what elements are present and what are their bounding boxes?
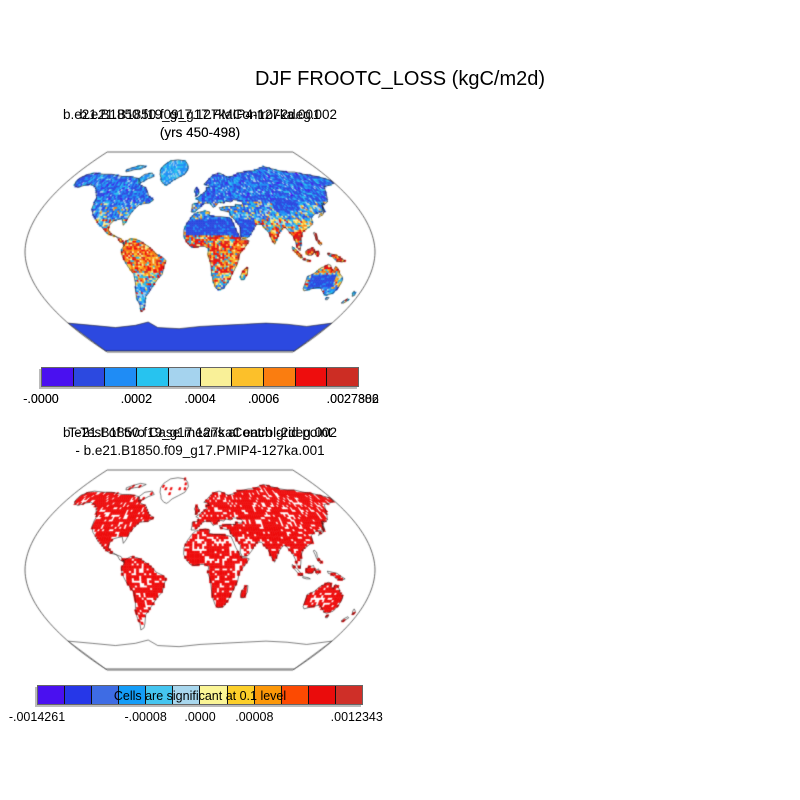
panel-ttest: T-Test of two Case means at each grid po… <box>0 424 400 703</box>
colorbar-tick-label: .0002 <box>120 392 153 406</box>
colorbar-swatch <box>72 368 105 386</box>
panel-case1-title-line1: b.e21.B1850.f19_g17.127kaControl-2deg.00… <box>63 107 337 122</box>
colorbar-swatch <box>231 368 263 386</box>
colorbar-swatch <box>307 686 335 704</box>
colorbar-tick-label: -.0000 <box>23 392 59 406</box>
colorbar-swatch <box>199 368 232 386</box>
colorbar-swatch <box>262 368 295 386</box>
colorbar-swatch <box>145 686 173 704</box>
colorbar-tick-label: .0004 <box>184 392 216 406</box>
colorbar-difference: -.0014261 -.00008 .0000 .00008 .0012343 <box>9 685 383 729</box>
colorbar-swatches <box>41 367 359 387</box>
panel-difference-title-line2: - b.e21.B1850.f09_g17.PMIP4-127ka.001 <box>75 443 325 458</box>
figure-title: DJF FROOTC_LOSS (kgC/m2d) <box>254 68 546 90</box>
colorbar-swatch <box>42 368 73 386</box>
colorbar-tick-label: .0027886 <box>326 392 379 406</box>
colorbar-swatch <box>199 686 227 704</box>
world-map-case2 <box>22 149 378 355</box>
colorbar-swatch <box>280 686 308 704</box>
panel-ttest-title-line2 <box>0 442 400 460</box>
colorbar-tick-label: -.0000 <box>23 392 59 406</box>
colorbar-swatch <box>334 686 362 704</box>
colorbar-tick-label: .0002 <box>120 392 153 406</box>
panel-difference-title-line1: b.e21.B1850.f19_g17.127kaControl-2deg.00… <box>63 425 337 440</box>
colorbar-swatch <box>104 368 137 386</box>
colorbar-tick-label: -.0014261 <box>8 710 66 724</box>
colorbar-swatch <box>253 686 281 704</box>
colorbar-tick-label: .0006 <box>247 392 280 406</box>
world-map-ttest <box>22 467 378 673</box>
colorbar-swatch <box>226 686 254 704</box>
colorbar-tick-label: -.00008 <box>124 710 167 724</box>
panel-case2-title-line2: (yrs 450-498) <box>159 125 241 140</box>
panel-case2: b.e21.B1850.f09_g17.PMIP4-127ka.001 (yrs… <box>0 106 400 411</box>
colorbar-tick-label: .00008 <box>235 710 274 724</box>
colorbar-tick-label: .0027302 <box>326 392 379 406</box>
colorbar-swatch <box>118 686 146 704</box>
colorbar-case2: -.0000 .0002 .0004 .0006 .0027886 <box>23 367 379 411</box>
colorbar-swatch <box>136 368 168 386</box>
panel-case1-title-line2: (yrs 450-498) <box>159 125 241 140</box>
colorbar-tick-label: .0000 <box>184 710 216 724</box>
colorbar-swatch <box>91 686 119 704</box>
colorbar-swatch <box>167 368 200 386</box>
significance-footnote: Cells are significant at 0.1 level <box>113 689 287 703</box>
colorbar-swatch <box>172 686 200 704</box>
colorbar-swatch <box>326 368 359 386</box>
colorbar-swatches <box>37 685 363 705</box>
colorbar-swatch <box>294 368 327 386</box>
colorbar-tick-label: .0004 <box>184 392 216 406</box>
colorbar-swatch <box>38 686 65 704</box>
colorbar-tick-label: .0006 <box>247 392 280 406</box>
colorbar-tick-label: .0012343 <box>330 710 383 724</box>
panel-ttest-title-line1: T-Test of two Case means at each grid po… <box>68 425 332 440</box>
colorbar-swatch <box>64 686 92 704</box>
panel-case2-title-line1: b.e21.B1850.f09_g17.PMIP4-127ka.001 <box>79 107 321 122</box>
